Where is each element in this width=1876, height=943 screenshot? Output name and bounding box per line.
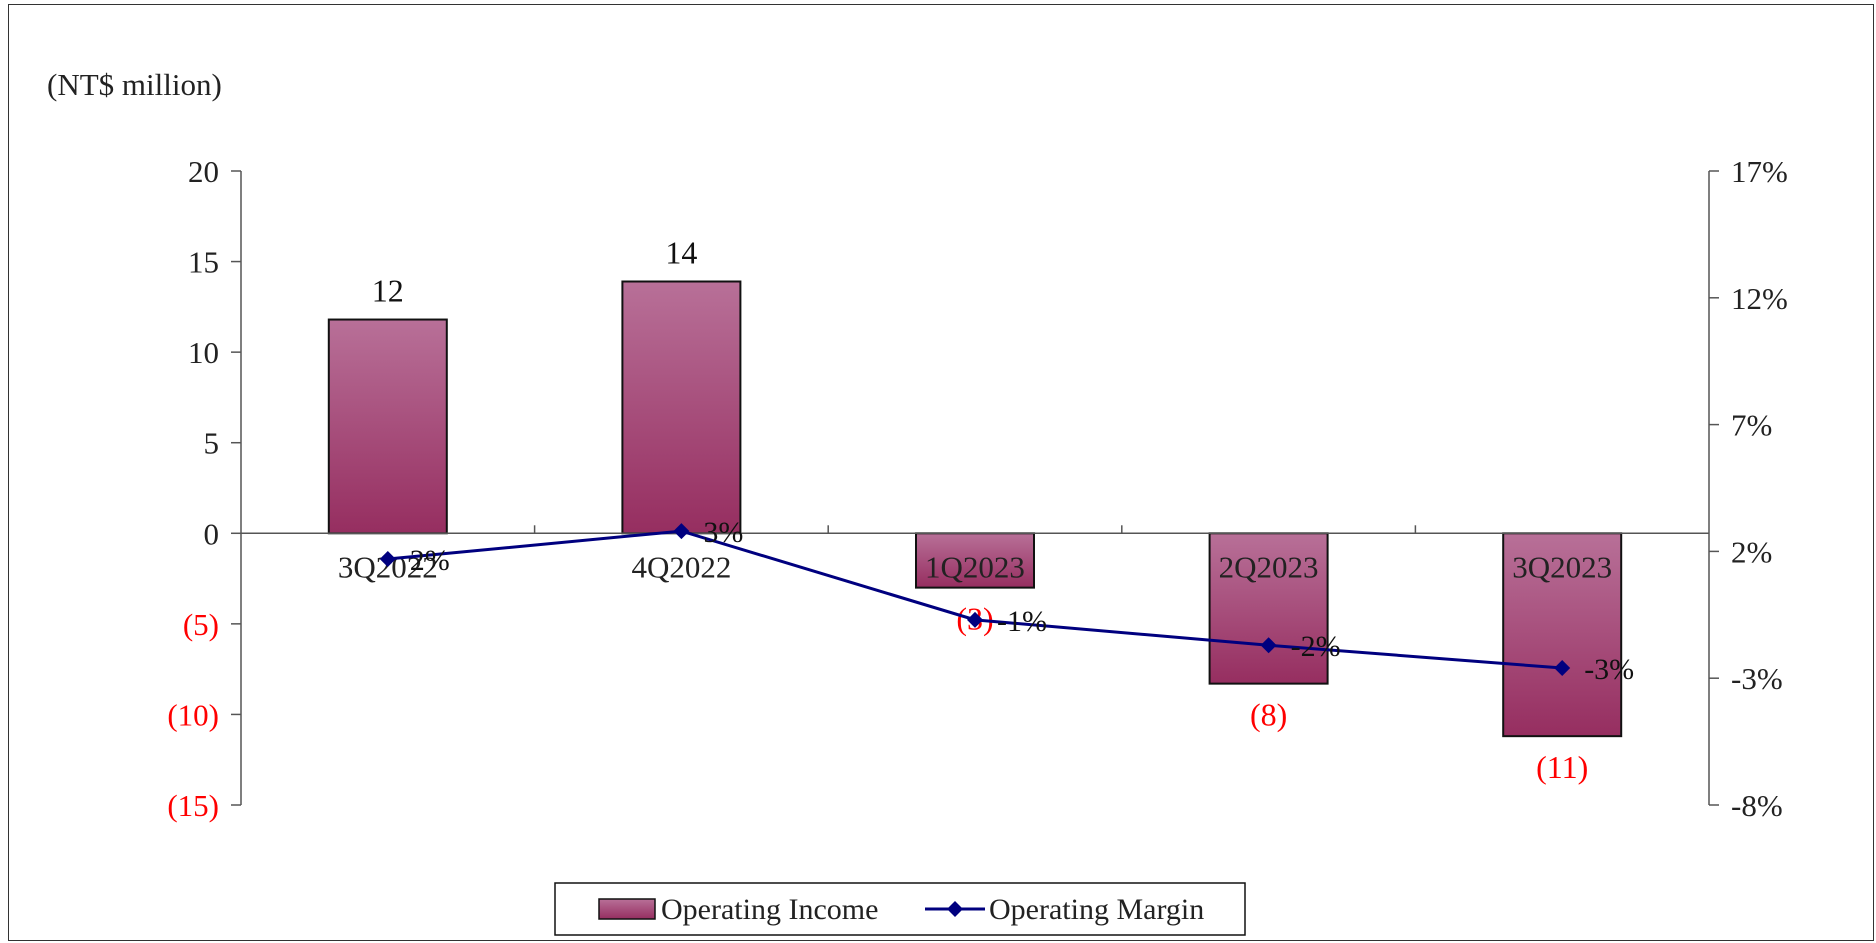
operating-margin-point — [379, 551, 396, 568]
operating-margin-label: -2% — [1291, 630, 1341, 663]
y-axis-left-tick-label: (5) — [183, 607, 219, 642]
legend-marker-operating-margin — [947, 901, 963, 917]
y-axis-right-tick-label: -8% — [1731, 788, 1783, 823]
bar-operating-income — [1502, 532, 1623, 738]
bar-data-label: (8) — [1250, 697, 1287, 733]
y-axis-left-tick-label: 5 — [204, 426, 220, 461]
legend-swatch-operating-income — [598, 898, 656, 920]
operating-margin-point — [673, 523, 690, 540]
bar-operating-income — [1208, 532, 1329, 685]
x-axis-category-label: 3Q2023 — [1512, 549, 1612, 584]
legend-label-operating-income: Operating Income — [661, 893, 878, 926]
y-axis-right-tick-label: 2% — [1731, 534, 1772, 569]
operating-margin-label: -1% — [997, 605, 1047, 638]
y-axis-right-tick-label: -3% — [1731, 661, 1783, 696]
operating-margin-point — [1554, 660, 1571, 677]
y-axis-right-tick-label: 7% — [1731, 408, 1772, 443]
bar-operating-income — [327, 318, 448, 535]
operating-margin-label: 3% — [703, 516, 743, 549]
y-axis-unit-label: (NT$ million) — [47, 67, 222, 102]
y-axis-right-tick-label: 12% — [1731, 281, 1788, 316]
legend: Operating Income Operating Margin — [554, 882, 1246, 936]
bar-operating-income — [621, 280, 742, 535]
plot-area: 20 15 10 5 0 (5) (10) (15) 17% 12% 7% 2% -3% -8% 3Q202… — [167, 154, 1787, 823]
bar-operating-income — [915, 532, 1035, 589]
y-axis-left-tick-label: (10) — [167, 697, 219, 732]
y-axis-left-tick-label: 10 — [188, 335, 219, 370]
y-axis-right-tick-label: 17% — [1731, 154, 1788, 189]
y-axis-left-tick-label: 20 — [188, 154, 219, 189]
operating-margin-point — [1260, 637, 1277, 654]
chart-frame: (NT$ million) 20 15 10 5 0 (5) (10) (15) 17% 12% 7… — [8, 4, 1874, 941]
bar-data-label: 14 — [665, 234, 697, 270]
operating-margin-label: 2% — [410, 544, 450, 577]
legend-label-operating-margin: Operating Margin — [989, 893, 1204, 926]
y-axis-left-tick-label: 0 — [204, 516, 220, 551]
y-axis-left-tick-label: 15 — [188, 245, 219, 280]
x-axis-category-label: 1Q2023 — [925, 549, 1025, 584]
x-axis-category-label: 2Q2023 — [1219, 549, 1319, 584]
y-axis-left-tick-label: (15) — [167, 788, 219, 823]
legend-box — [554, 882, 1246, 936]
x-axis-category-label: 4Q2022 — [631, 549, 731, 584]
chart-svg: (NT$ million) 20 15 10 5 0 (5) (10) (15) 17% 12% 7… — [47, 67, 1788, 936]
operating-margin-label: -3% — [1584, 653, 1634, 686]
bar-data-label: 12 — [372, 273, 404, 309]
bar-data-label: (11) — [1536, 749, 1588, 785]
operating-margin-point — [967, 611, 983, 628]
